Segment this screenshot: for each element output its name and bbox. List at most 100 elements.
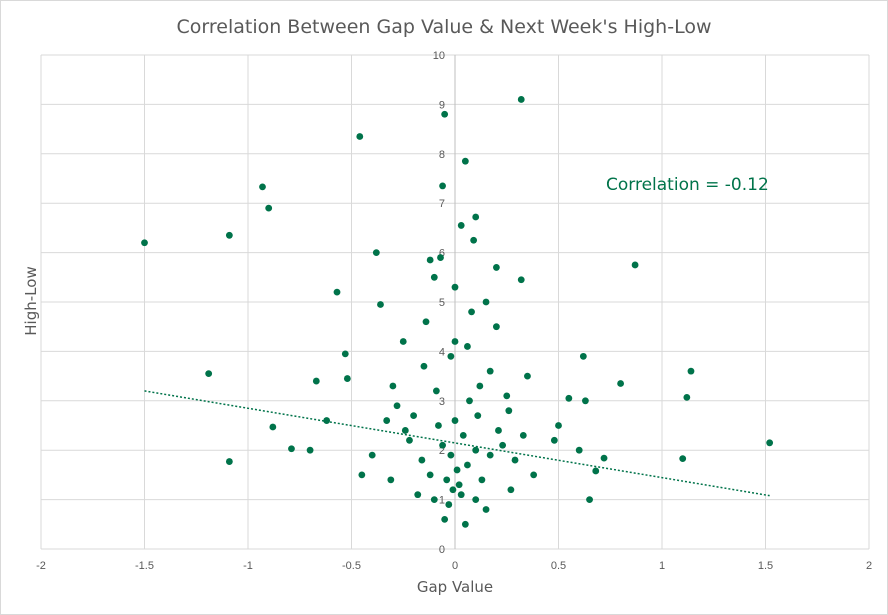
data-point <box>482 298 490 306</box>
data-point <box>414 491 422 499</box>
tick-labels: 0 1 2 3 4 5 6 7 8 9 10 -2 -1.5 -1 -0.5 0 0.5 1 1.5 2 <box>36 50 872 572</box>
y-tick-label: 0 <box>439 544 445 556</box>
data-point <box>495 427 502 434</box>
data-point <box>472 446 480 454</box>
gridlines <box>40 54 870 550</box>
data-point <box>358 471 366 479</box>
data-point <box>372 249 380 256</box>
data-point <box>451 283 459 291</box>
data-point <box>476 382 484 390</box>
data-point <box>565 394 573 402</box>
data-point <box>447 451 455 459</box>
data-point <box>457 222 465 229</box>
y-tick-label: 2 <box>439 445 445 457</box>
data-point <box>575 446 583 454</box>
data-point <box>269 423 277 431</box>
data-point <box>445 501 453 508</box>
y-tick-label: 7 <box>439 198 445 210</box>
data-point <box>766 439 774 447</box>
data-point <box>426 471 434 479</box>
x-tick-label: -1.5 <box>135 560 154 572</box>
data-point <box>592 467 600 475</box>
data-point <box>333 288 341 296</box>
data-point <box>579 352 587 360</box>
data-point <box>449 486 457 494</box>
data-point <box>517 276 525 284</box>
data-point <box>356 133 364 140</box>
data-point <box>472 213 480 221</box>
data-point <box>524 372 531 380</box>
y-tick-label: 1 <box>439 495 445 507</box>
x-tick-label: 1 <box>659 560 665 572</box>
data-point <box>679 455 687 462</box>
chart-title: Correlation Between Gap Value & Next Wee… <box>177 16 712 38</box>
data-point <box>443 476 451 484</box>
data-point <box>225 458 233 465</box>
data-point <box>511 456 519 464</box>
x-tick-label: 0.5 <box>551 560 566 572</box>
data-point <box>399 338 407 345</box>
data-point <box>505 407 513 415</box>
data-point <box>451 338 459 345</box>
x-tick-label: 2 <box>866 560 872 572</box>
correlation-annotation: Correlation = -0.12 <box>606 175 769 195</box>
data-point <box>410 412 417 420</box>
data-points <box>141 96 774 528</box>
data-point <box>474 412 482 420</box>
data-point <box>519 431 527 439</box>
y-tick-label: 3 <box>439 396 445 408</box>
data-point <box>455 481 463 489</box>
data-point <box>430 496 438 503</box>
data-point <box>493 264 500 271</box>
data-point <box>439 182 446 190</box>
data-point <box>430 273 438 281</box>
x-tick-label: 1.5 <box>758 560 773 572</box>
data-point <box>631 261 639 269</box>
y-axis-title: High-Low <box>22 266 40 335</box>
data-point <box>422 318 430 326</box>
data-point <box>265 204 273 212</box>
data-point <box>507 486 515 494</box>
data-point <box>420 362 428 370</box>
y-tick-label: 6 <box>439 248 445 260</box>
data-point <box>389 382 397 390</box>
data-point <box>493 323 500 331</box>
data-point <box>472 496 480 503</box>
data-point <box>517 96 525 103</box>
data-point <box>341 350 349 358</box>
data-point <box>205 370 213 378</box>
data-point <box>441 110 449 118</box>
data-point <box>464 461 471 469</box>
data-point <box>387 476 395 484</box>
data-point <box>617 380 624 387</box>
y-tick-label: 10 <box>433 50 445 62</box>
x-tick-label: -2 <box>36 560 46 572</box>
y-tick-label: 9 <box>439 99 445 111</box>
y-tick-label: 5 <box>439 297 445 309</box>
data-point <box>478 476 486 484</box>
data-point <box>259 183 266 191</box>
data-point <box>600 454 608 462</box>
data-point <box>432 387 440 395</box>
data-point <box>550 436 558 444</box>
data-point <box>468 308 475 316</box>
x-tick-label: -1 <box>243 560 253 572</box>
data-point <box>312 377 320 385</box>
data-point <box>464 343 471 350</box>
data-point <box>383 417 391 424</box>
data-point <box>401 427 409 434</box>
data-point <box>343 375 351 382</box>
data-point <box>457 491 465 499</box>
data-point <box>323 417 331 424</box>
data-point <box>288 445 295 453</box>
data-point <box>486 451 494 459</box>
x-axis-title: Gap Value <box>417 578 493 596</box>
trendline <box>144 390 770 497</box>
data-point <box>451 417 459 424</box>
data-point <box>461 157 469 165</box>
data-point <box>482 506 490 513</box>
data-point <box>225 231 233 239</box>
data-point <box>499 441 507 449</box>
